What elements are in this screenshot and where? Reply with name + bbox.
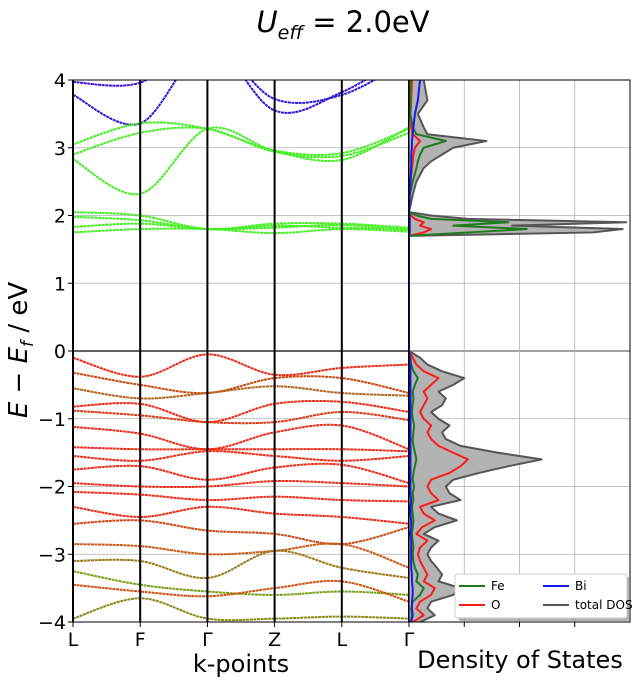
band-line-13 (73, 409, 409, 425)
band-line-19 (73, 490, 409, 503)
band-line-10 (73, 371, 409, 395)
band-line-5 (73, 211, 409, 231)
dos-line-bi (409, 80, 422, 622)
y-tick-label: 4 (54, 70, 66, 92)
density-of-states-panel (408, 79, 631, 627)
band-line-14 (73, 423, 409, 451)
band-line-12 (73, 399, 409, 424)
ylabel-e: E (4, 401, 34, 418)
ylabel-minus: − (4, 363, 34, 401)
band-line-9 (73, 353, 409, 378)
legend-label: Fe (491, 579, 505, 593)
band-line-16 (73, 450, 409, 462)
total-dos-fill (409, 80, 627, 622)
y-tick-label: −1 (38, 409, 66, 431)
y-tick-label: 2 (54, 206, 66, 228)
title-rest: = 2.0eV (303, 5, 430, 39)
dos-axis-label: Density of States (417, 646, 623, 674)
x-tick-label: Γ (404, 629, 415, 651)
band-line-20 (73, 505, 409, 525)
y-tick-label: −2 (38, 477, 66, 499)
y-tick-label: −3 (38, 544, 66, 566)
legend-box (454, 573, 628, 619)
svg-text:Ueff = 2.0eV: Ueff = 2.0eV (256, 5, 429, 44)
band-line-22 (73, 542, 409, 569)
band-line-23 (73, 549, 409, 579)
ylabel-unit: / eV (4, 282, 34, 341)
x-tick-label: L (337, 629, 348, 651)
svg-text:E − Ef / eV: E − Ef / eV (4, 282, 38, 418)
band-line-3 (73, 126, 409, 159)
band-line-24 (73, 570, 409, 596)
x-tick-label: L (68, 629, 79, 651)
band-lines (73, 80, 409, 622)
band-line-11 (73, 385, 409, 400)
ylabel-ef-sub: f (18, 338, 38, 347)
band-structure-panel: −4 −3 −2 −1 0 1 2 3 4 L F Γ Z L Γ (38, 70, 630, 651)
legend-label: O (491, 598, 500, 612)
y-tick-label: 3 (54, 138, 66, 160)
y-tick-label: 1 (54, 273, 66, 295)
band-line-7 (73, 222, 409, 232)
title-subscript: eff (278, 22, 306, 44)
band-line-4 (73, 126, 409, 196)
legend: Fe Bi O total DOS (454, 573, 633, 621)
title-symbol: U (256, 5, 277, 39)
x-axis-label: k-points (193, 650, 289, 678)
dos-curves (409, 80, 628, 622)
dos-line-total-dos (409, 80, 628, 622)
band-line-17 (73, 462, 409, 485)
legend-label: total DOS (575, 598, 633, 612)
chart-title: Ueff = 2.0eV (256, 5, 429, 44)
band-line-21 (73, 519, 409, 546)
y-axis-label: E − Ef / eV (4, 282, 38, 418)
band-line-18 (73, 479, 409, 489)
band-line-0 (73, 80, 368, 114)
band-line-15 (73, 446, 409, 453)
y-tick-label: −4 (38, 612, 66, 634)
band-line-26 (73, 597, 409, 622)
ylabel-ef: E (4, 346, 34, 363)
x-tick-label: Z (268, 629, 281, 651)
x-tick-label: F (135, 629, 146, 651)
band-line-8 (73, 227, 409, 235)
legend-label: Bi (575, 579, 587, 593)
x-tick-label: Γ (202, 629, 213, 651)
dos-line-fe (409, 80, 528, 622)
y-tick-label: 0 (54, 341, 66, 363)
band-line-6 (73, 215, 409, 231)
band-line-25 (73, 579, 409, 603)
dos-frame (408, 79, 631, 623)
